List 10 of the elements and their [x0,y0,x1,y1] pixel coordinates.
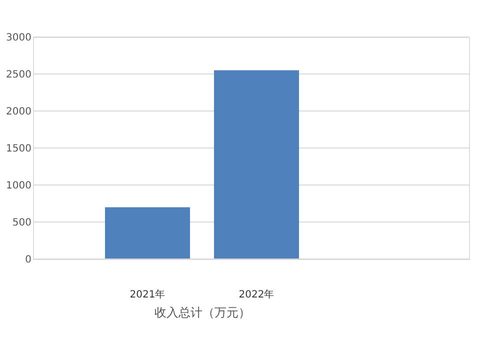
y-tick-label: 2000 [6,106,32,118]
y-tick-label: 1000 [6,180,32,192]
y-tick-label: 1500 [6,144,32,154]
x-tick-label: 2022年 [238,288,274,300]
x-axis-title: 收入总计（万元） [154,306,250,320]
y-tick-label: 0 [25,254,32,266]
y-tick-label: 2500 [6,70,32,80]
y-tick-label: 3000 [6,32,32,44]
y-tick-label: 500 [12,218,32,228]
x-tick-label: 2021年 [130,288,166,300]
